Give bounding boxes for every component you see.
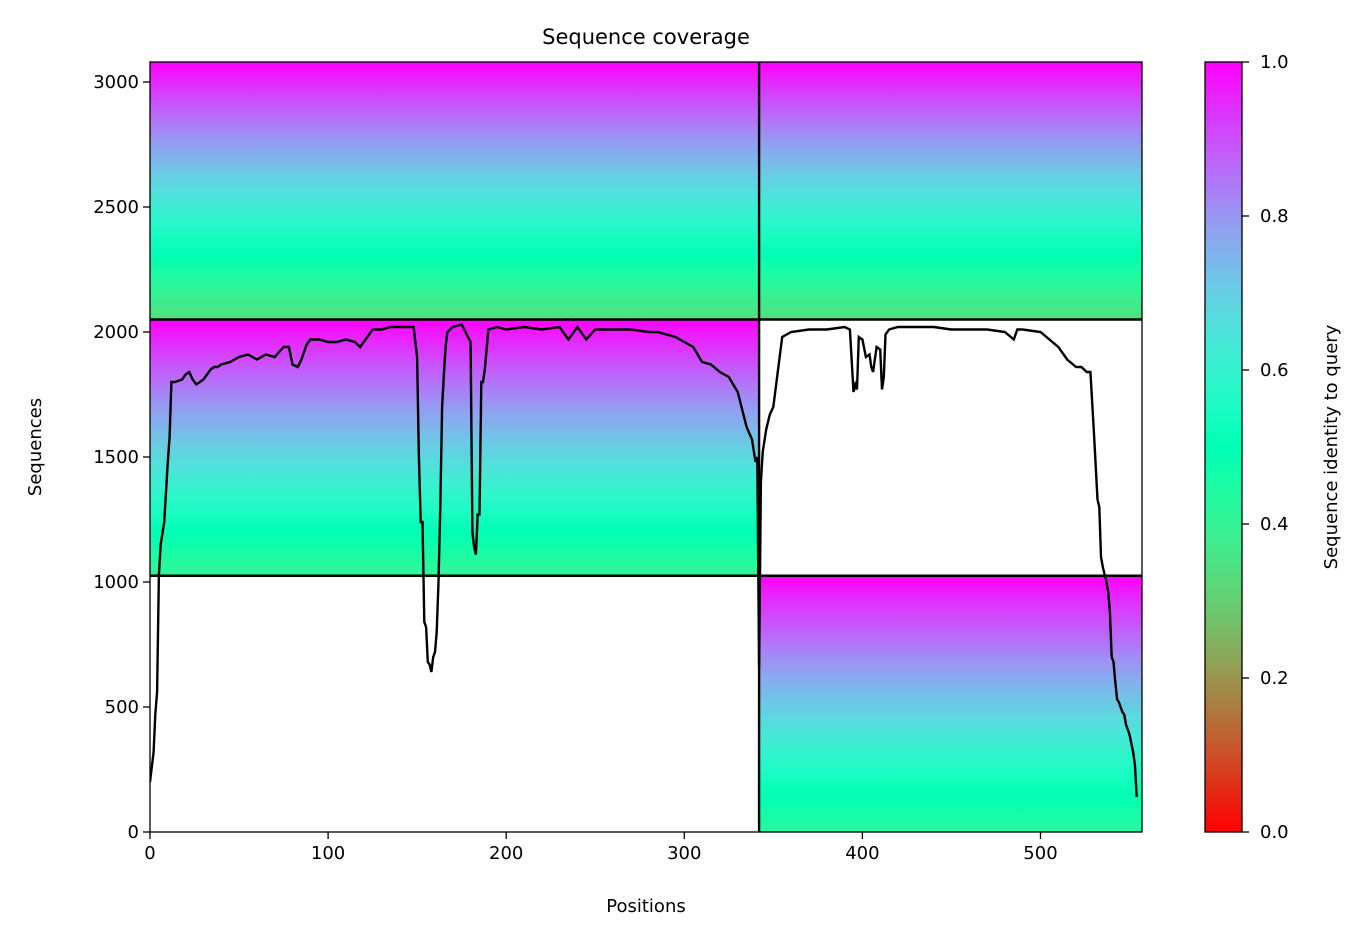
y-tick-label: 0 bbox=[128, 822, 139, 843]
colorbar-tick-label: 0.0 bbox=[1260, 822, 1289, 843]
x-axis-label: Positions bbox=[606, 896, 685, 917]
coverage-blocks bbox=[150, 62, 1142, 832]
colorbar-tick-label: 0.4 bbox=[1260, 514, 1289, 535]
colorbar-tick-label: 0.8 bbox=[1260, 206, 1289, 227]
y-tick-label: 3000 bbox=[93, 72, 139, 93]
coverage-block bbox=[150, 319, 760, 576]
plot-frame bbox=[149, 61, 1143, 833]
x-tick-label: 400 bbox=[845, 843, 879, 864]
coverage-block bbox=[150, 62, 760, 320]
y-tick-label: 1000 bbox=[93, 572, 139, 593]
x-tick-label: 500 bbox=[1023, 843, 1057, 864]
colorbar-axis: 0.0 0.2 0.4 0.6 0.8 1.0 bbox=[1242, 52, 1289, 843]
y-tick-label: 1500 bbox=[93, 447, 139, 468]
y-tick-label: 2500 bbox=[93, 197, 139, 218]
colorbar-tick-label: 0.2 bbox=[1260, 668, 1289, 689]
coverage-block bbox=[759, 62, 1142, 320]
y-axis-label: Sequences bbox=[25, 398, 46, 496]
coverage-line bbox=[150, 323, 1138, 798]
x-axis: 0 100 200 300 400 500 bbox=[144, 832, 1058, 864]
y-axis: 0 500 1000 1500 2000 2500 3000 bbox=[93, 72, 150, 843]
coverage-block bbox=[759, 575, 1142, 832]
boundary-lines bbox=[150, 62, 1142, 832]
y-tick-label: 500 bbox=[105, 697, 139, 718]
x-tick-label: 0 bbox=[144, 843, 155, 864]
colorbar-tick-label: 0.6 bbox=[1260, 360, 1289, 381]
colorbar-label: Sequence identity to query bbox=[1321, 324, 1342, 569]
x-tick-label: 200 bbox=[489, 843, 523, 864]
y-tick-label: 2000 bbox=[93, 322, 139, 343]
x-tick-label: 100 bbox=[311, 843, 345, 864]
chart-title: Sequence coverage bbox=[542, 25, 750, 49]
colorbar bbox=[1204, 61, 1243, 833]
colorbar-tick-label: 1.0 bbox=[1260, 52, 1289, 73]
x-tick-label: 300 bbox=[667, 843, 701, 864]
